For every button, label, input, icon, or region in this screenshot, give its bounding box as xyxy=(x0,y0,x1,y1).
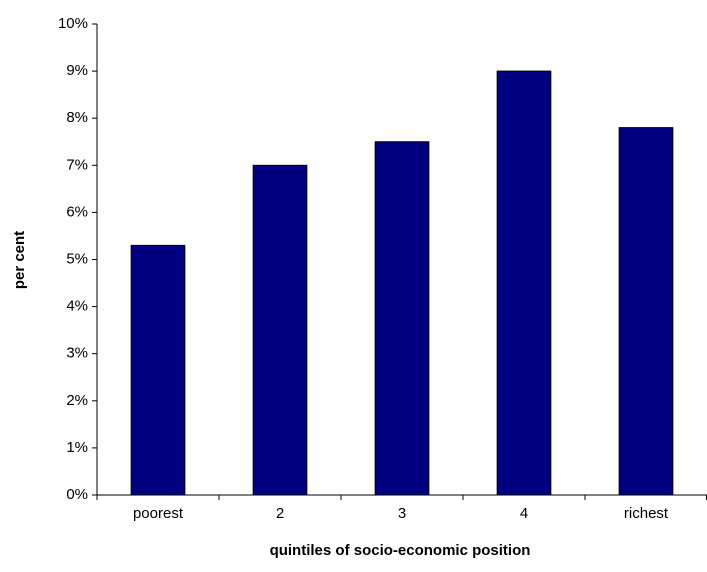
bar xyxy=(130,244,186,496)
bar xyxy=(618,127,674,496)
y-tick-label: 5% xyxy=(66,250,88,267)
y-tick-label: 8% xyxy=(66,109,88,126)
bar xyxy=(496,70,552,496)
y-tick-label: 7% xyxy=(66,156,88,173)
x-tick-label: richest xyxy=(624,505,669,522)
y-tick-label: 6% xyxy=(66,203,88,220)
y-tick-label: 2% xyxy=(66,392,88,409)
y-tick-label: 10% xyxy=(58,15,88,32)
y-tick-label: 1% xyxy=(66,439,88,456)
x-tick-label: poorest xyxy=(133,505,184,522)
y-tick-label: 0% xyxy=(66,486,88,503)
bar xyxy=(374,141,430,496)
x-tick-label: 4 xyxy=(520,505,528,522)
y-tick-label: 3% xyxy=(66,345,88,362)
y-axis-title: per cent xyxy=(11,231,28,289)
y-tick-label: 9% xyxy=(66,62,88,79)
x-tick-label: 2 xyxy=(276,505,284,522)
y-tick-label: 4% xyxy=(66,298,88,315)
x-tick-label: 3 xyxy=(398,505,406,522)
x-axis-title: quintiles of socio-economic position xyxy=(270,542,531,559)
bar xyxy=(252,164,308,496)
